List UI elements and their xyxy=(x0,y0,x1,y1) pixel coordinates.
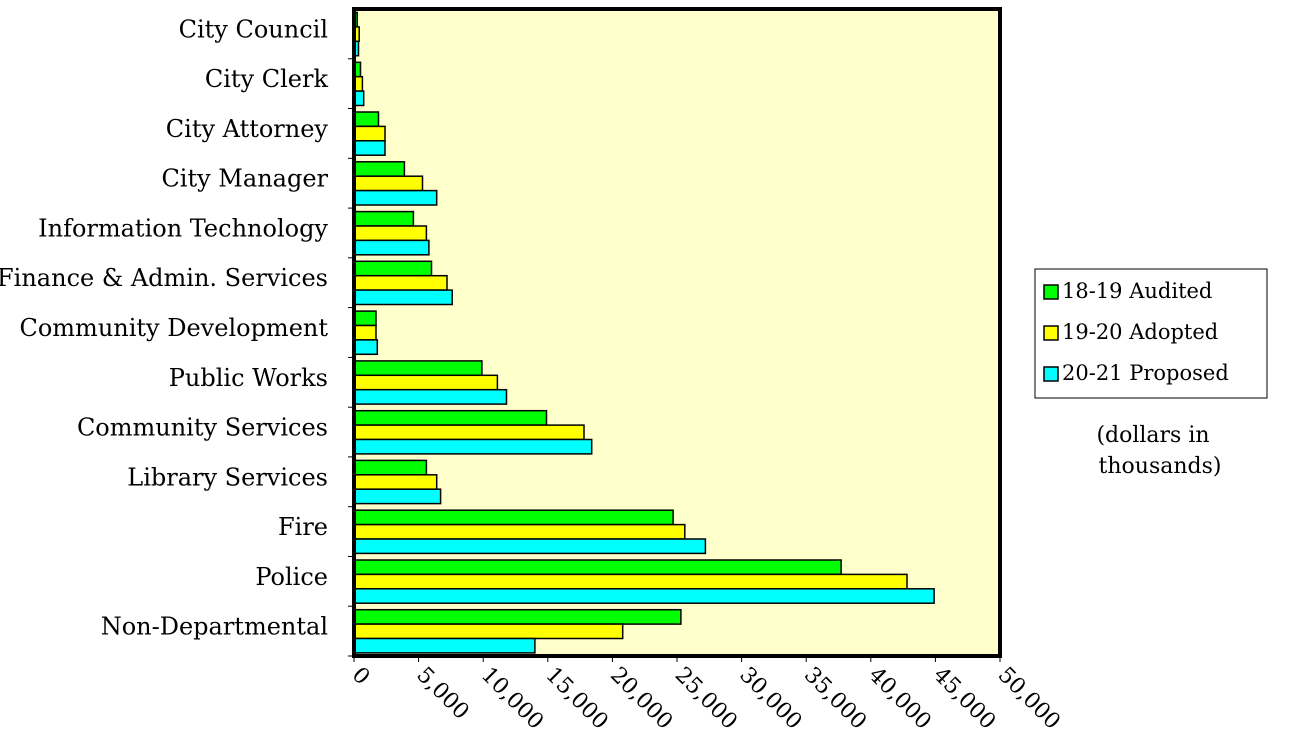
bar xyxy=(353,637,536,654)
bar xyxy=(353,274,448,291)
category-label: City Clerk xyxy=(205,65,329,93)
x-tick-label: 30,000 xyxy=(734,663,806,735)
bar xyxy=(353,161,406,177)
bar xyxy=(353,459,428,476)
bar xyxy=(353,509,674,526)
bar xyxy=(353,289,453,306)
bar xyxy=(353,608,682,625)
bar xyxy=(353,260,433,277)
bar xyxy=(353,523,686,540)
x-tick-label: 5,000 xyxy=(411,663,473,725)
category-labels: City Council City Clerk City Attorney City … xyxy=(0,15,354,657)
bar xyxy=(353,409,548,426)
category-label: City Council xyxy=(179,15,328,43)
bar xyxy=(353,125,386,142)
plot-area xyxy=(354,9,1000,656)
category-label: Public Works xyxy=(169,364,328,392)
category-label: Police xyxy=(255,563,328,591)
bar xyxy=(353,210,415,227)
bar xyxy=(353,588,935,604)
x-tick-label: 0 xyxy=(347,663,375,691)
bar xyxy=(353,111,380,128)
bar xyxy=(353,189,438,206)
category-label: Information Technology xyxy=(38,215,328,243)
bar xyxy=(353,573,908,590)
bar xyxy=(353,424,585,441)
bars-layer xyxy=(353,11,935,654)
x-tick-label: 35,000 xyxy=(799,663,871,735)
bar xyxy=(353,374,499,391)
x-tick-label: 15,000 xyxy=(541,663,613,735)
bar xyxy=(353,438,593,455)
legend-swatch xyxy=(1043,366,1059,382)
category-label: Fire xyxy=(278,513,328,541)
legend-box xyxy=(1034,268,1268,399)
bar xyxy=(353,310,377,327)
legend: 18-19 Audited 19-20 Adopted 20-21 Proposed xyxy=(1034,268,1268,399)
plot-frame xyxy=(352,7,1002,658)
x-tick-label: 40,000 xyxy=(864,663,936,735)
category-label: Community Development xyxy=(19,314,328,342)
category-label: Library Services xyxy=(127,463,328,491)
category-label: City Attorney xyxy=(166,115,329,143)
x-tick-label: 10,000 xyxy=(476,663,548,735)
bar xyxy=(353,488,442,505)
x-tick-label: 50,000 xyxy=(993,663,1065,735)
legend-swatch xyxy=(1043,325,1059,341)
x-tick-label: 45,000 xyxy=(928,663,1000,735)
legend-label: 19-20 Adopted xyxy=(1062,320,1218,344)
bar xyxy=(353,324,377,341)
x-axis-ticks: 0 5,000 10,00015,00020,00025,00030,00035,0… xyxy=(347,656,1065,735)
bar xyxy=(353,225,428,242)
bar xyxy=(353,388,508,405)
bar xyxy=(353,239,430,256)
bar xyxy=(353,623,624,640)
bar xyxy=(353,559,842,576)
bar xyxy=(353,140,386,156)
units-note-line-1: (dollars in xyxy=(1096,423,1209,448)
bar xyxy=(353,339,379,356)
category-label: Non-Departmental xyxy=(101,613,328,641)
bar xyxy=(353,538,707,555)
bar xyxy=(353,360,483,377)
x-tick-label: 25,000 xyxy=(670,663,742,735)
legend-label: 18-19 Audited xyxy=(1062,279,1212,303)
legend-label: 20-21 Proposed xyxy=(1062,361,1229,385)
bar xyxy=(353,175,424,192)
category-label: Finance & Admin. Services xyxy=(0,264,328,292)
bar xyxy=(353,474,438,490)
category-label: Community Services xyxy=(77,414,328,442)
category-label: City Manager xyxy=(161,165,328,193)
units-note-line-2: thousands) xyxy=(1099,454,1222,479)
x-tick-label: 20,000 xyxy=(605,663,677,735)
legend-swatch xyxy=(1043,284,1059,300)
legend-items: 18-19 Audited 19-20 Adopted 20-21 Proposed xyxy=(1043,279,1229,385)
